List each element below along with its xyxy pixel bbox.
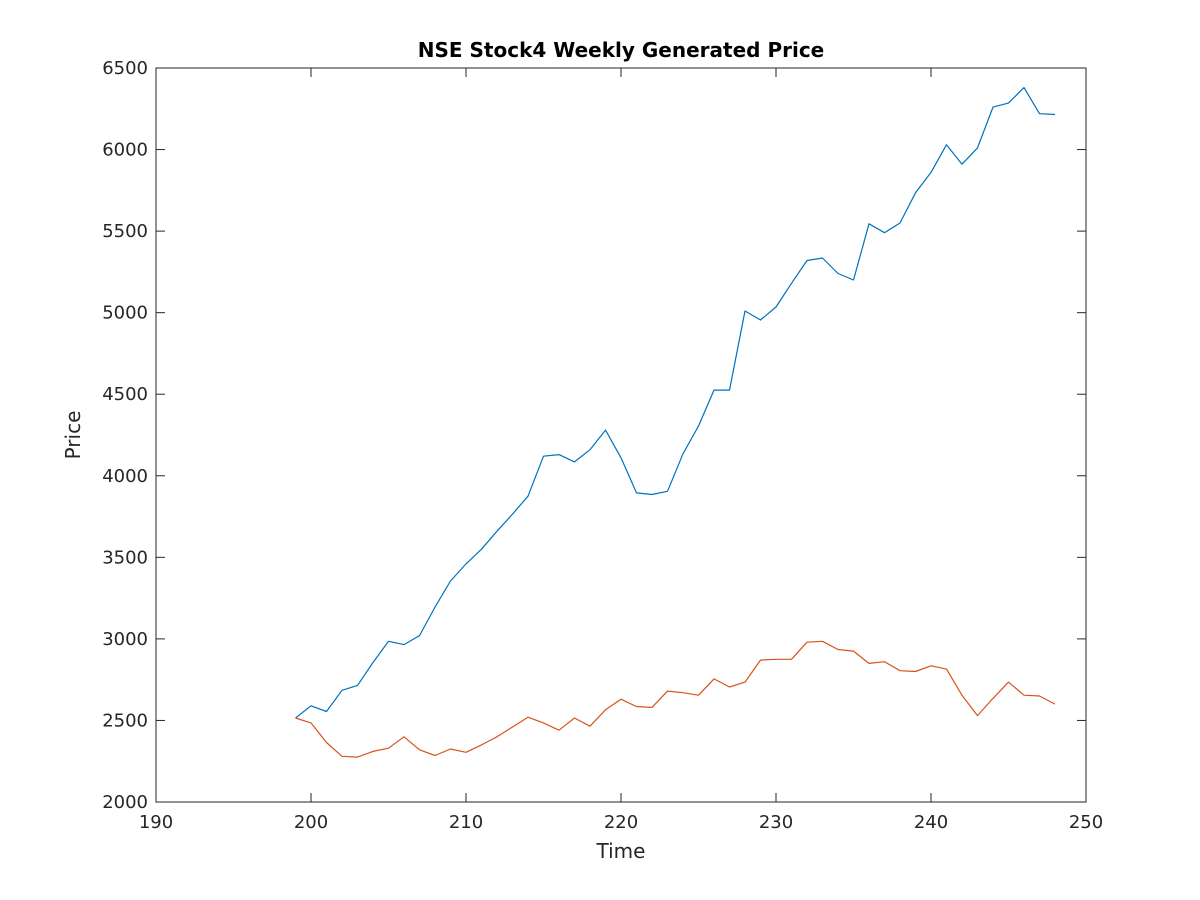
x-tick-label: 220 [604,812,638,833]
x-tick-label: 250 [1069,812,1103,833]
y-tick-label: 2000 [102,792,148,813]
y-axis-label: Price [61,411,85,460]
x-tick-label: 210 [449,812,483,833]
y-tick-label: 4500 [102,384,148,405]
plot-area-frame [155,67,1087,803]
y-tick-label: 6500 [102,58,148,79]
y-tick-label: 5000 [102,303,148,324]
y-axis-ticks: 2000 2500 3000 3500 4000 4500 5000 5500 6000 6500 [102,58,1086,813]
x-axis-ticks: 190 200 210 220 230 240 250 [139,68,1103,833]
series-group [295,86,1056,758]
chart-title: NSE Stock4 Weekly Generated Price [418,38,824,62]
y-tick-label: 5500 [102,221,148,242]
x-tick-label: 240 [914,812,948,833]
x-tick-label: 200 [294,812,328,833]
x-tick-label: 230 [759,812,793,833]
x-tick-label: 190 [139,812,173,833]
y-tick-label: 6000 [102,140,148,161]
y-tick-label: 2500 [102,710,148,731]
y-tick-label: 3500 [102,547,148,568]
series-line-1 [295,86,1056,719]
y-tick-label: 4000 [102,466,148,487]
y-tick-label: 3000 [102,629,148,650]
x-axis-label: Time [596,839,646,863]
series-line-2 [295,640,1056,758]
